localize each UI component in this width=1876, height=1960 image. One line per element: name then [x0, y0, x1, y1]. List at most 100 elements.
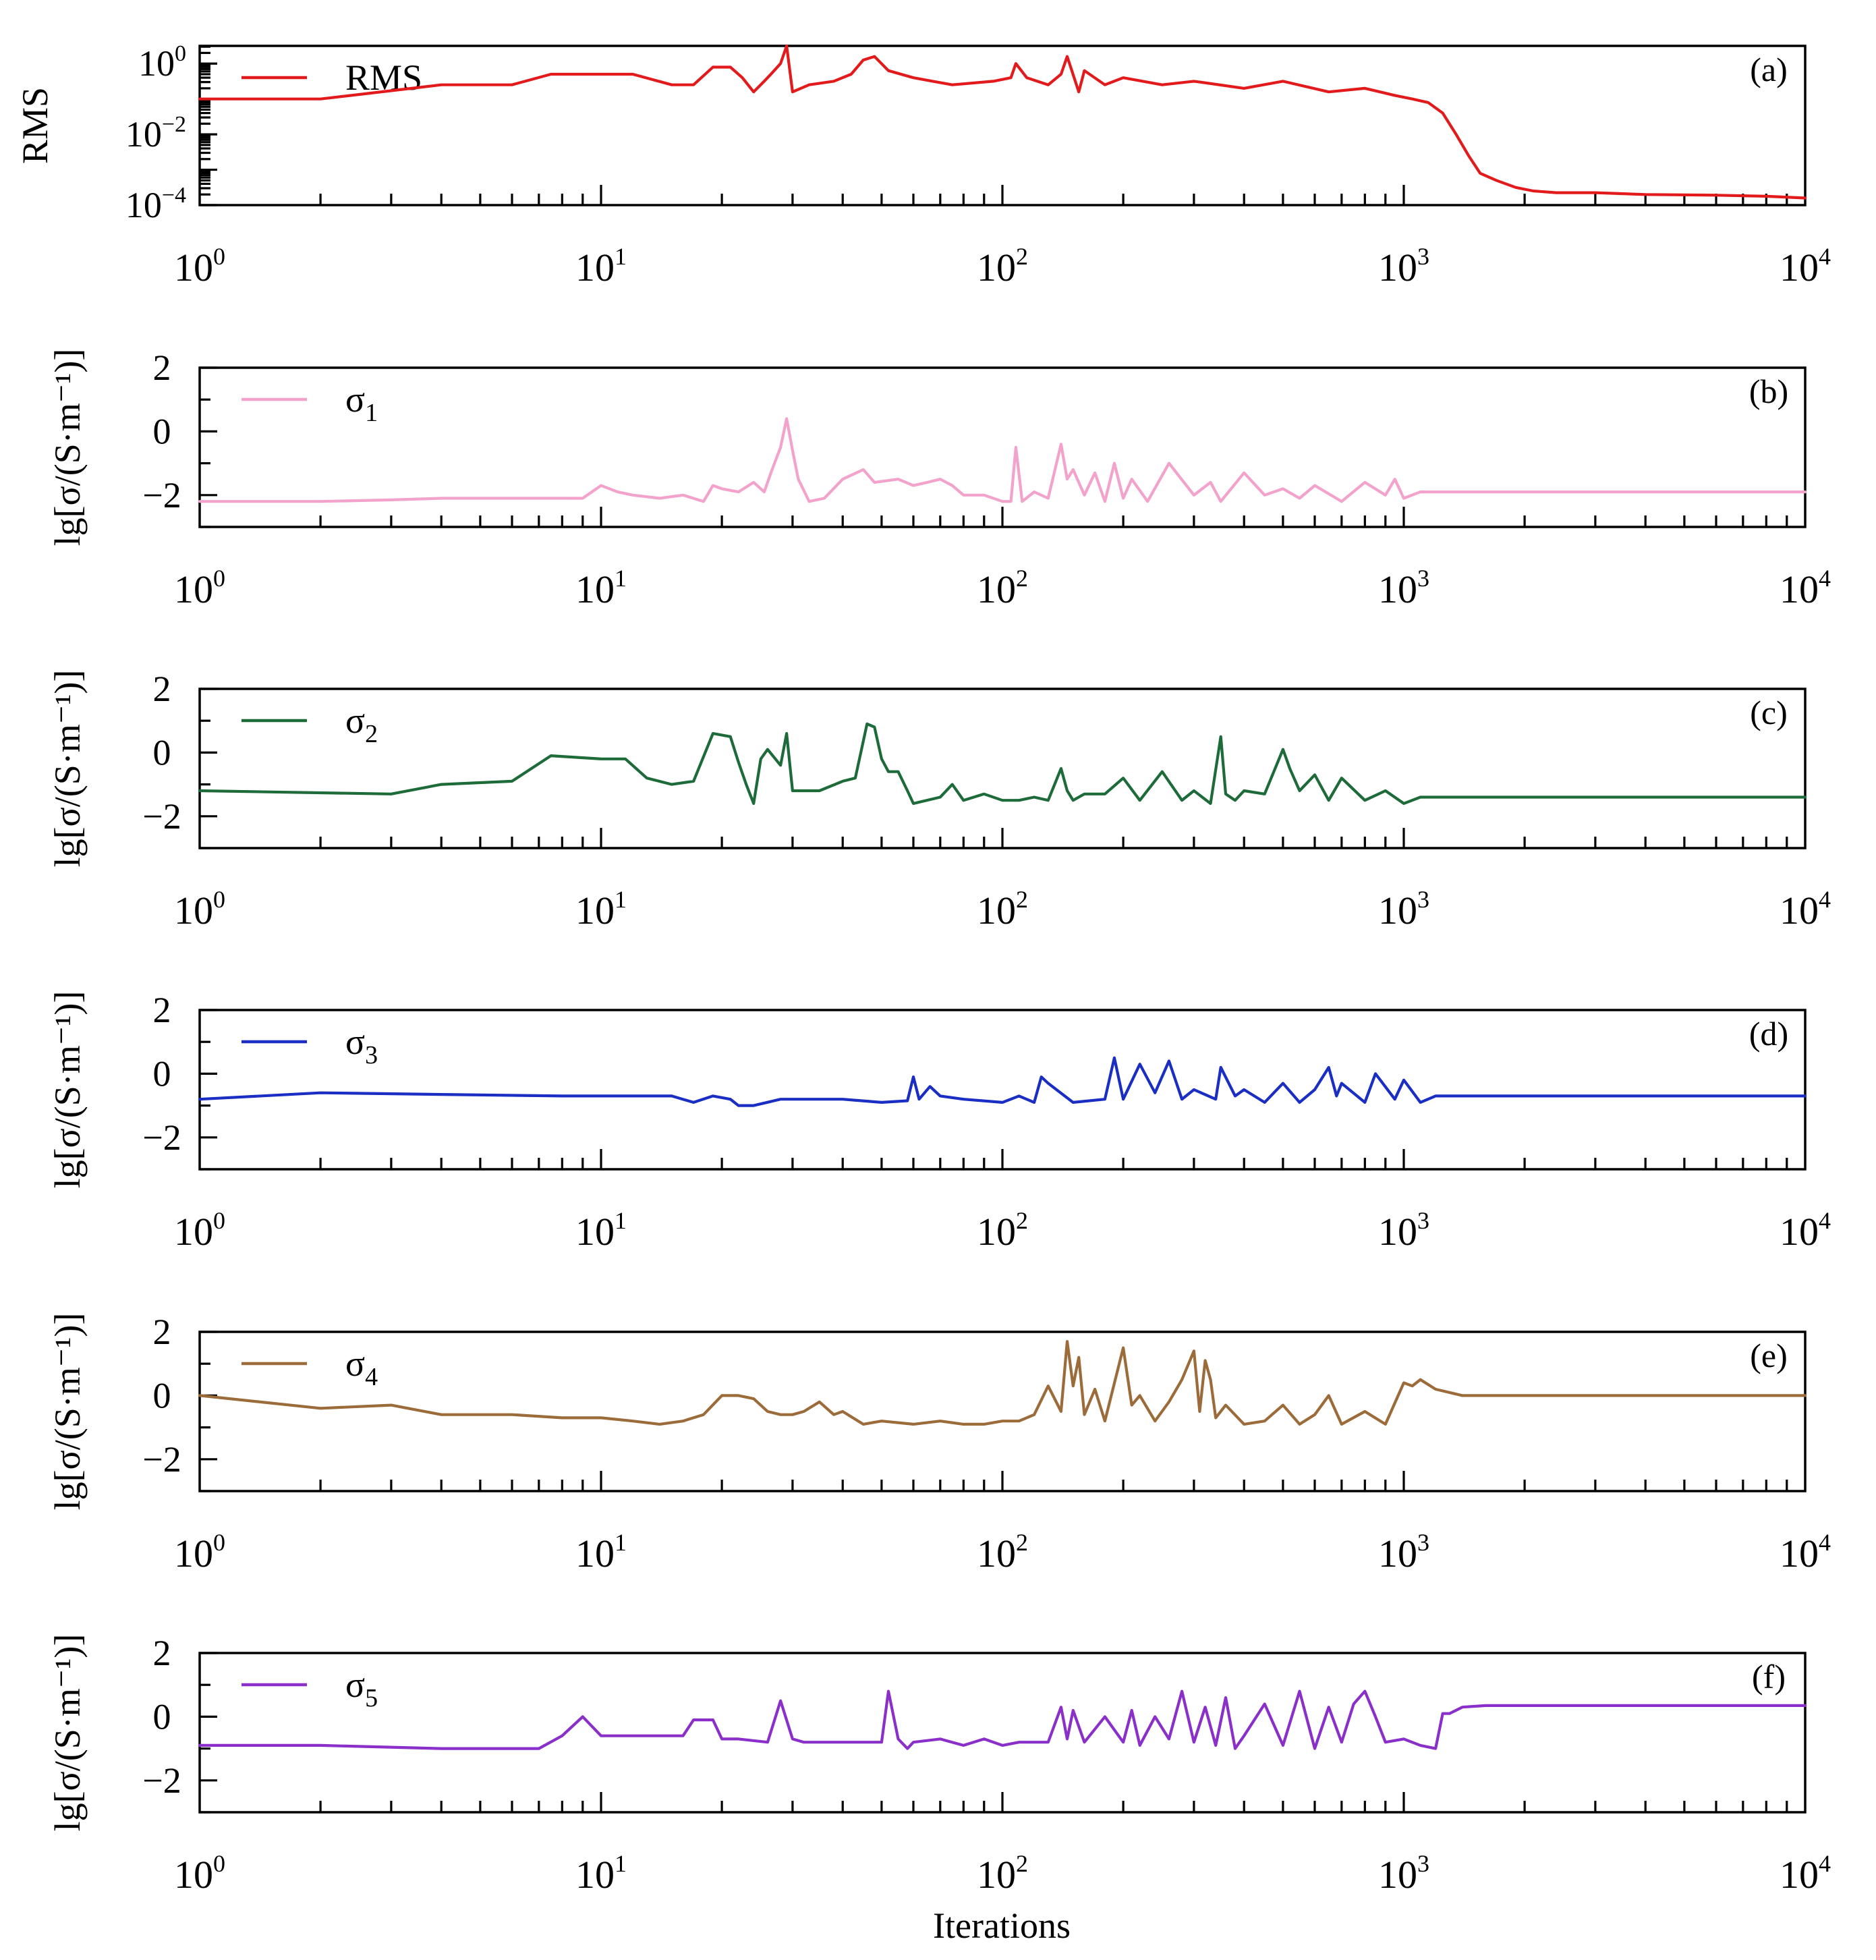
y-tick-label: 10−4 [125, 183, 186, 225]
x-tick-label-exp: 1 [615, 1207, 627, 1234]
x-tick-label-base: 10 [977, 567, 1016, 611]
x-tick-label-exp: 2 [1016, 243, 1028, 270]
legend-label-label: σ [345, 1343, 365, 1384]
y-axis-label: lg[σ/(S·m⁻¹)] [47, 991, 88, 1189]
plot-frame [198, 45, 1807, 206]
x-tick-label: 103 [1378, 1529, 1429, 1575]
x-tick-label-exp: 3 [1417, 1850, 1429, 1877]
x-tick-label: 104 [1780, 243, 1831, 289]
x-tick-label-exp: 1 [615, 243, 627, 270]
x-tick-label: 103 [1378, 1850, 1429, 1897]
x-tick-label-base: 10 [1378, 567, 1417, 611]
x-tick-label-exp: 4 [1819, 1529, 1831, 1556]
x-tick-label: 101 [575, 1529, 627, 1575]
legend-label-sub: 4 [365, 1363, 378, 1391]
y-tick-label: −2 [142, 796, 181, 837]
x-tick-label-base: 10 [1780, 567, 1819, 611]
x-tick-label: 100 [174, 243, 225, 289]
x-tick-label-exp: 3 [1417, 243, 1429, 270]
x-tick-label-base: 10 [1378, 1853, 1417, 1897]
x-tick-label-exp: 0 [213, 565, 225, 592]
series-line [198, 722, 1807, 806]
x-tick-label-exp: 3 [1417, 886, 1429, 913]
x-tick-label-exp: 3 [1417, 565, 1429, 592]
x-tick-label: 101 [575, 243, 627, 289]
legend-label-label: σ [345, 379, 365, 420]
legend-label-label: σ [345, 700, 365, 741]
x-axis-title: Iterations [933, 1905, 1071, 1946]
legend-label: σ4 [345, 1343, 378, 1391]
x-tick-label-exp: 2 [1016, 886, 1028, 913]
y-tick-label: 0 [153, 411, 171, 451]
y-tick-label: 2 [153, 1633, 171, 1673]
x-tick-label: 100 [174, 1207, 225, 1254]
x-tick-label-exp: 1 [615, 1529, 627, 1556]
y-axis-label: RMS [15, 87, 55, 164]
x-tick-label: 101 [575, 1850, 627, 1897]
x-tick-label-base: 10 [575, 889, 615, 932]
y-axis-label: lg[σ/(S·m⁻¹)] [47, 670, 88, 868]
x-tick-label-exp: 0 [213, 886, 225, 913]
x-tick-label-exp: 0 [213, 243, 225, 270]
y-tick-label: 100 [138, 41, 186, 84]
x-tick-label: 104 [1780, 1529, 1831, 1575]
x-tick-label-base: 10 [1378, 246, 1417, 289]
x-tick-label-base: 10 [1378, 1532, 1417, 1575]
x-tick-label-base: 10 [174, 1532, 213, 1575]
legend-label: σ5 [345, 1664, 378, 1712]
legend-label: σ3 [345, 1021, 378, 1069]
x-tick-label-base: 10 [174, 889, 213, 932]
x-tick-label-exp: 0 [213, 1850, 225, 1877]
y-tick-label-base: 10 [125, 114, 162, 155]
plot-frame [198, 1652, 1807, 1814]
legend-label-label: σ [345, 1664, 365, 1705]
y-tick-label: −2 [142, 1439, 181, 1480]
x-tick-label: 100 [174, 1850, 225, 1897]
plot-frame [198, 1009, 1807, 1171]
x-tick-label-base: 10 [1780, 1532, 1819, 1575]
panel-label: (c) [1750, 694, 1788, 731]
series-line [198, 1689, 1807, 1750]
x-tick-label-base: 10 [1780, 889, 1819, 932]
panel-label: (a) [1750, 51, 1788, 88]
legend-label-sub: 3 [365, 1041, 378, 1069]
x-tick-label-base: 10 [977, 1532, 1016, 1575]
x-tick-label-exp: 1 [615, 565, 627, 592]
x-tick-label-base: 10 [174, 1853, 213, 1897]
y-axis-label: lg[σ/(S·m⁻¹)] [47, 1634, 88, 1832]
y-tick-label: 10−2 [125, 112, 186, 155]
legend-label-sub: 1 [365, 399, 378, 427]
x-tick-label: 101 [575, 886, 627, 932]
x-tick-label-base: 10 [977, 889, 1016, 932]
x-tick-label-base: 10 [1780, 1853, 1819, 1897]
x-tick-label-exp: 4 [1819, 1207, 1831, 1234]
x-tick-label: 101 [575, 1207, 627, 1254]
x-tick-label-exp: 2 [1016, 1207, 1028, 1234]
y-tick-label-exp: −2 [162, 112, 186, 137]
y-tick-label-exp: −4 [162, 183, 186, 208]
panel-label: (b) [1749, 372, 1788, 410]
x-tick-label-base: 10 [1378, 889, 1417, 932]
y-tick-label: 0 [153, 1696, 171, 1737]
x-tick-label: 104 [1780, 565, 1831, 611]
y-tick-label-base: 10 [125, 185, 162, 225]
x-tick-label-exp: 1 [615, 1850, 627, 1877]
y-tick-label: 2 [153, 669, 171, 709]
y-tick-label: 0 [153, 1053, 171, 1094]
legend-label-label: σ [345, 1021, 365, 1062]
x-tick-label-exp: 2 [1016, 565, 1028, 592]
y-tick-label-base: 10 [138, 43, 175, 84]
plot-frame [198, 1331, 1807, 1492]
x-tick-label-exp: 3 [1417, 1529, 1429, 1556]
x-tick-label-exp: 2 [1016, 1529, 1028, 1556]
y-tick-label-exp: 0 [175, 41, 186, 66]
legend-label-sub: 5 [365, 1684, 378, 1712]
y-tick-label: −2 [142, 475, 181, 515]
x-tick-label-base: 10 [575, 1532, 615, 1575]
x-tick-label: 104 [1780, 1207, 1831, 1254]
y-tick-label: 0 [153, 732, 171, 773]
y-axis-label: lg[σ/(S·m⁻¹)] [47, 349, 88, 547]
